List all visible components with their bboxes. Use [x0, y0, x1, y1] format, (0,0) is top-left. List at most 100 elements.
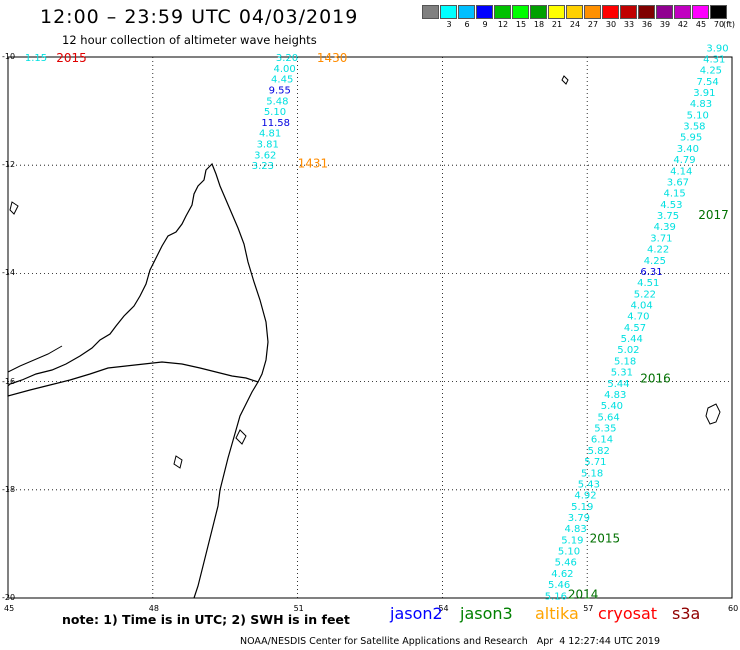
swh-value-label: 5.71 [584, 457, 606, 468]
colorbar-swatch [710, 5, 727, 19]
swh-value-label: 4.22 [647, 245, 669, 256]
swh-value-label: 5.31 [611, 368, 633, 379]
colorbar-unit: (ft) [722, 20, 736, 29]
swh-value-label: 3.91 [693, 88, 715, 99]
swh-value-label: 5.18 [614, 356, 636, 367]
swh-value-label: 3.58 [683, 122, 705, 133]
coastline-madagascar-south [193, 381, 259, 599]
colorbar-label: 33 [623, 20, 635, 29]
footnote-note: note: 1) Time is in UTC; 2) SWH is in fe… [62, 612, 350, 627]
swh-value-label: 9.55 [269, 85, 291, 96]
swh-value-label: 5.22 [634, 289, 656, 300]
satellite-legend-item: altika [535, 604, 579, 623]
swh-value-label: 4.25 [644, 256, 666, 267]
latitude-tick-label: -12 [2, 160, 16, 170]
swh-value-label: 5.19 [571, 502, 593, 513]
swh-value-label: 4.83 [604, 390, 626, 401]
colorbar-label: 36 [641, 20, 653, 29]
colorbar-label: 42 [677, 20, 689, 29]
colorbar-label: 21 [551, 20, 563, 29]
time-label: 2015 [56, 51, 87, 65]
swh-value-label: 6.31 [640, 267, 662, 278]
map-frame [7, 56, 733, 599]
time-label: 2016 [640, 371, 671, 385]
colorbar-swatch [566, 5, 583, 19]
colorbar-swatch [530, 5, 547, 19]
satellite-legend-item: jason3 [460, 604, 513, 623]
swh-value-label: 5.44 [621, 334, 643, 345]
swh-value-label: 4.92 [574, 491, 596, 502]
credit-line: NOAA/NESDIS Center for Satellite Applica… [240, 636, 661, 647]
colorbar-label: 30 [605, 20, 617, 29]
colorbar-label: 3 [446, 20, 452, 29]
swh-value-label: 4.53 [660, 200, 682, 211]
swh-value-label: 3.23 [252, 161, 274, 172]
longitude-tick-label: 60 [728, 604, 739, 613]
colorbar-swatch [692, 5, 709, 19]
colorbar-swatch [548, 5, 565, 19]
satellite-legend-item: cryosat [598, 604, 658, 623]
colorbar-swatch [674, 5, 691, 19]
longitude-tick-label: 54 [438, 604, 449, 613]
swh-value-label: 3.79 [568, 513, 590, 524]
swh-value-label: 11.58 [261, 118, 290, 129]
time-label: 2017 [698, 208, 729, 222]
swh-value-label: 5.10 [264, 107, 286, 118]
swh-value-label: 5.10 [558, 547, 580, 558]
swh-value-label: 5.44 [607, 379, 629, 390]
colorbar-swatch [656, 5, 673, 19]
colorbar-swatch [494, 5, 511, 19]
swh-value-label: 5.43 [578, 479, 600, 490]
swh-value-label: 4.51 [637, 278, 659, 289]
swh-value-label: 4.83 [690, 99, 712, 110]
latitude-tick-label: -16 [2, 376, 16, 386]
swh-value-label: 5.46 [555, 558, 577, 569]
colorbar-swatch [620, 5, 637, 19]
swh-value-label: 5.64 [597, 412, 619, 423]
swh-value-label: 5.48 [266, 96, 288, 107]
colorbar-swatch [602, 5, 619, 19]
swh-value-label: 1.15 [25, 53, 47, 64]
satellite-legend-item: jason2 [390, 604, 443, 623]
swh-value-label: 4.04 [630, 301, 652, 312]
swh-value-label: 3.67 [667, 177, 689, 188]
colorbar-label: 27 [587, 20, 599, 29]
island-mauritius [705, 403, 721, 425]
coastline-mozambique [7, 345, 63, 373]
colorbar-swatch [458, 5, 475, 19]
swh-value-label: 4.25 [700, 66, 722, 77]
swh-value-label: 4.00 [273, 64, 295, 75]
colorbar-label: 39 [659, 20, 671, 29]
island-comoros [9, 201, 19, 215]
swh-value-label: 4.62 [551, 569, 573, 580]
time-label: 1430 [317, 51, 348, 65]
swh-value-label: 5.46 [548, 580, 570, 591]
longitude-tick-label: 51 [293, 604, 304, 613]
swh-value-label: 7.54 [696, 77, 718, 88]
latitude-tick-label: -14 [2, 268, 16, 278]
swh-value-label: 3.90 [706, 43, 728, 54]
swh-value-label: 4.70 [627, 312, 649, 323]
longitude-tick-label: 48 [148, 604, 159, 613]
colorbar-label: 24 [569, 20, 581, 29]
colorbar-swatch [422, 5, 439, 19]
swh-value-label: 5.10 [687, 110, 709, 121]
swh-value-label: 4.79 [673, 155, 695, 166]
colorbar-label: 15 [515, 20, 527, 29]
colorbar-label: 18 [533, 20, 545, 29]
time-label: 2015 [590, 531, 621, 545]
page-title: 12:00 – 23:59 UTC 04/03/2019 [40, 6, 359, 28]
latitude-tick-label: -20 [2, 593, 16, 602]
colorbar-label: 45 [695, 20, 707, 29]
page-subtitle: 12 hour collection of altimeter wave hei… [62, 33, 317, 47]
swh-value-label: 5.40 [601, 401, 623, 412]
latitude-tick-label: -18 [2, 484, 16, 494]
swh-value-label: 6.14 [591, 435, 613, 446]
swh-value-label: 3.20 [276, 53, 298, 64]
satellite-legend-item: s3a [672, 604, 701, 623]
swh-value-label: 5.16 [545, 591, 567, 602]
colorbar-label: 9 [482, 20, 488, 29]
swh-value-label: 3.62 [254, 150, 276, 161]
